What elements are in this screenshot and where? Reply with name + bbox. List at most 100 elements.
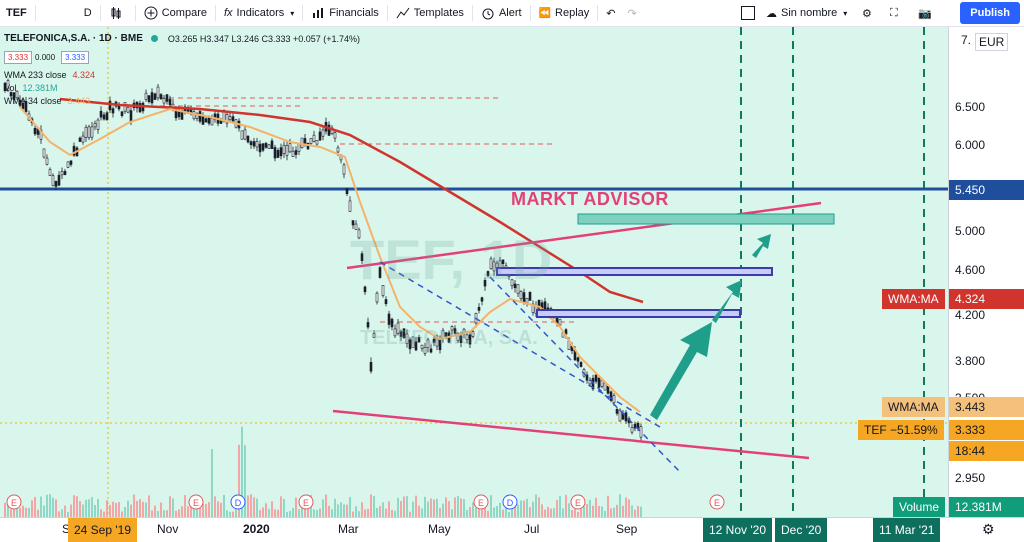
candle-body	[279, 147, 283, 157]
volume-bar	[280, 496, 282, 517]
sell-price-box[interactable]: 3.333	[4, 51, 33, 64]
volume-bar	[277, 509, 279, 517]
volume-bar	[475, 507, 477, 517]
expand-button[interactable]: ⛶	[884, 0, 904, 26]
undo-button[interactable]: ↶	[600, 0, 621, 26]
candle-body	[336, 147, 340, 153]
redo-button[interactable]: ↷	[621, 0, 642, 26]
volume-bar	[406, 495, 408, 517]
candle-body	[309, 138, 313, 144]
candle-body	[300, 137, 304, 148]
publish-button[interactable]: Publish	[960, 2, 1020, 24]
fullscreen-toggle[interactable]	[735, 0, 761, 26]
event-marker[interactable]	[188, 494, 204, 510]
candle-body	[588, 380, 592, 385]
volume-bar	[541, 504, 543, 517]
volume-bar	[313, 509, 315, 517]
settings-button[interactable]: ⚙	[856, 0, 878, 26]
candle-body	[522, 292, 526, 304]
volume-bar	[544, 509, 546, 517]
chart-pane[interactable]: E E D E E D E E TEF, 1D TELEFONICA, S.A. MARKT …	[0, 27, 948, 517]
volume-bar	[445, 497, 447, 517]
volume-bar	[424, 496, 426, 517]
candle-body	[417, 337, 421, 343]
templates-button[interactable]: Templates	[390, 0, 470, 26]
replay-button[interactable]: ⏪ Replay	[538, 7, 590, 19]
volume-bar	[565, 494, 567, 517]
candle-body	[159, 94, 163, 100]
interval-button[interactable]: D	[83, 7, 92, 19]
volume-bar	[181, 506, 183, 517]
volume-bar	[7, 497, 9, 517]
event-marker[interactable]	[298, 494, 314, 510]
volume-bar	[238, 444, 240, 517]
volume-bar	[526, 498, 528, 517]
plus-circle-icon	[144, 6, 158, 20]
volume-bar	[331, 509, 333, 517]
candle-body	[111, 108, 115, 114]
event-marker[interactable]	[709, 494, 725, 510]
currency-label[interactable]: EUR	[975, 33, 1009, 51]
candle-body	[327, 124, 331, 136]
compare-button[interactable]: Compare	[138, 0, 213, 26]
target-zone-teal	[577, 213, 835, 225]
volume-bar	[634, 509, 636, 517]
volume-bar	[490, 495, 492, 517]
legend-wma34[interactable]: WMA 34 close 3.443	[4, 95, 91, 106]
candle-body	[105, 112, 109, 121]
indicators-button[interactable]: fx Indicators ▾	[223, 7, 295, 19]
candle-body	[90, 126, 94, 138]
time-axis[interactable]: S Nov 2020 Mar May Jul Sep 24 Sep '19 12…	[0, 517, 1024, 542]
chart-type-button[interactable]	[103, 0, 133, 26]
volume-bar	[205, 503, 207, 517]
candle-body	[342, 164, 346, 175]
price-axis[interactable]: 7. EUR 6.500 6.000 5.000 4.600 4.200 3.8…	[948, 27, 1024, 517]
axis-settings-button[interactable]: ⚙	[982, 521, 995, 538]
volume-bar	[622, 505, 624, 517]
volume-bar	[610, 508, 612, 517]
event-marker[interactable]	[473, 494, 489, 510]
layout-name-button[interactable]: ☁ Sin nombre ▾	[766, 7, 848, 20]
volume-bar	[496, 506, 498, 517]
candle-body	[96, 119, 100, 130]
wma-ma2-value-tag: 3.443	[949, 397, 1024, 417]
alert-button[interactable]: Alert	[475, 0, 528, 26]
candle-body	[531, 303, 535, 313]
financials-button[interactable]: Financials	[305, 0, 385, 26]
buy-price-box[interactable]: 3.333	[61, 51, 90, 64]
volume-bar	[124, 506, 126, 517]
candle-body	[276, 150, 280, 158]
volume-bar	[559, 496, 561, 517]
legend-volume[interactable]: Vol 12.381M	[4, 82, 58, 93]
event-marker[interactable]	[502, 494, 518, 510]
symbol-search[interactable]: TEF	[6, 7, 27, 19]
volume-bar	[274, 509, 276, 517]
volume-bar	[493, 507, 495, 517]
candle-body	[156, 86, 160, 99]
volume-bar	[202, 503, 204, 517]
candle-body	[261, 143, 265, 151]
volume-bar	[355, 506, 357, 517]
volume-bar	[316, 509, 318, 517]
target-zone-blue	[536, 309, 741, 318]
volume-bar	[136, 500, 138, 517]
volume-bar	[235, 503, 237, 517]
candle-body	[24, 101, 28, 113]
candle-body	[600, 379, 604, 387]
legend-wma233[interactable]: WMA 233 close 4.324	[4, 69, 96, 80]
event-marker[interactable]	[230, 494, 246, 510]
candle-body	[393, 328, 397, 337]
volume-bar	[433, 499, 435, 517]
rewind-icon: ⏪	[538, 7, 552, 19]
event-marker[interactable]	[570, 494, 586, 510]
event-marker[interactable]	[6, 494, 22, 510]
volume-bar	[409, 511, 411, 517]
candle-body	[366, 322, 370, 328]
snapshot-button[interactable]: 📷	[912, 0, 938, 26]
volume-bar	[421, 508, 423, 517]
candles-icon	[111, 7, 121, 19]
volume-bar	[52, 497, 54, 517]
candle-body	[510, 279, 514, 287]
ohlc-values: O3.265 H3.347 L3.246 C3.333 +0.057 (+1.7…	[167, 33, 361, 44]
volume-bar	[412, 501, 414, 517]
